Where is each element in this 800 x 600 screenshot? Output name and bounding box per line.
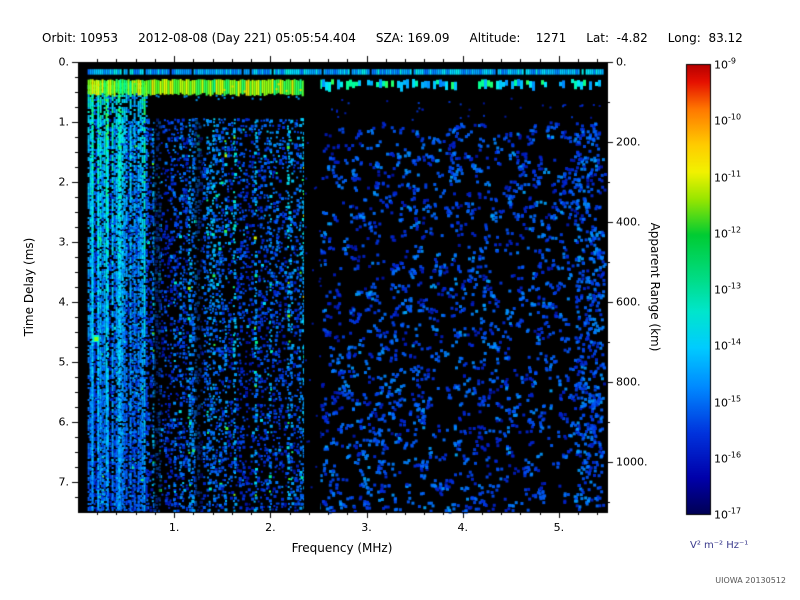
header-item-sza: SZA: 169.09 [375,31,450,45]
header-item-altitude: Altitude: 1271 [469,31,567,45]
colorbar-unit-label: V² m⁻² Hz⁻¹ [690,540,749,551]
y2-axis-title: Apparent Range (km) [648,222,662,352]
x-axis-title: Frequency (MHz) [291,541,393,555]
header-item-orbit: Orbit: 10953 [42,31,119,45]
header-item-datetime: 2012-08-08 (Day 221) 05:05:54.404 [138,31,356,45]
header-item-lat: Lat: -4.82 [586,31,648,45]
header-item-long: Long: 83.12 [667,31,743,45]
credit-text: UIOWA 20130512 [715,576,786,585]
y-axis-title: Time Delay (ms) [22,237,36,337]
header-info: Orbit: 10953 2012-08-08 (Day 221) 05:05:… [42,31,792,45]
